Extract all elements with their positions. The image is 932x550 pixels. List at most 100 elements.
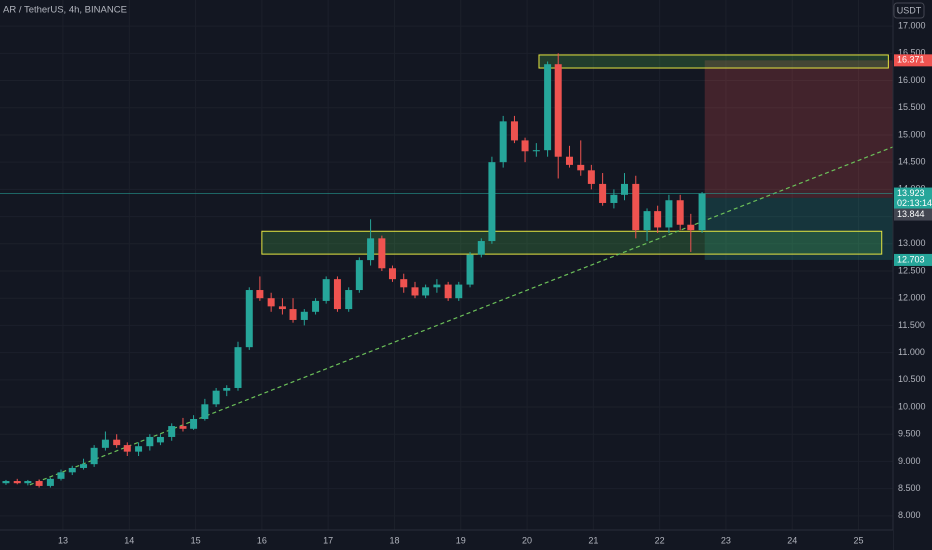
candle-body — [554, 64, 562, 157]
candle-body — [411, 287, 419, 296]
y-tick-label: 14.500 — [898, 157, 926, 167]
y-tick-label: 15.500 — [898, 102, 926, 112]
y-tick-label: 13.000 — [898, 238, 926, 248]
candle-body — [477, 241, 485, 255]
candle-body — [577, 164, 585, 171]
last-price-label-box — [894, 187, 932, 210]
x-tick-label: 23 — [721, 535, 731, 545]
candle-body — [113, 439, 121, 446]
candle-body — [433, 284, 441, 288]
y-tick-label: 17.000 — [898, 20, 926, 30]
candle-body — [35, 481, 43, 486]
y-tick-label: 16.000 — [898, 75, 926, 85]
x-tick-label: 14 — [124, 535, 134, 545]
candle-body — [101, 439, 109, 448]
x-tick-label: 13 — [58, 535, 68, 545]
currency-box[interactable] — [893, 2, 925, 19]
candle-body — [621, 183, 629, 195]
candle-body — [654, 211, 662, 228]
stop-price-label-box — [894, 54, 932, 67]
candle-body — [168, 426, 176, 437]
candle-body — [345, 290, 353, 310]
y-tick-label: 15.000 — [898, 129, 926, 139]
candle-body — [599, 183, 607, 203]
candle-body — [466, 254, 474, 285]
candle-body — [544, 64, 552, 151]
candle-body — [179, 426, 187, 429]
y-tick-label: 8.000 — [898, 510, 921, 520]
y-tick-label: 10.500 — [898, 374, 926, 384]
target-price-label: 12.703 — [897, 254, 925, 264]
candle-body — [146, 436, 154, 447]
candle-body — [532, 150, 540, 152]
candle-body — [135, 446, 143, 452]
y-tick-label: 11.500 — [898, 320, 925, 330]
y-tick-label: 12.000 — [898, 293, 926, 303]
x-tick-label: 15 — [191, 535, 201, 545]
candle-body — [278, 306, 286, 310]
candle-body — [367, 238, 375, 261]
candle-body — [587, 170, 595, 184]
y-tick-label: 9.000 — [898, 456, 921, 466]
x-tick-label: 16 — [257, 535, 267, 545]
x-tick-label: 21 — [588, 535, 598, 545]
candle-body — [68, 467, 76, 473]
candle-body — [565, 156, 573, 165]
candle-body — [2, 481, 10, 484]
countdown-label: 02:13:14 — [897, 198, 932, 208]
candle-body — [521, 140, 529, 152]
candle-body — [643, 211, 651, 231]
candle-body — [676, 200, 684, 225]
price-axis-panel — [893, 0, 932, 550]
candle-body — [267, 298, 275, 307]
candle-body — [90, 447, 98, 465]
candle-body — [245, 290, 253, 348]
entry-price-label: 13.844 — [897, 209, 925, 219]
candle-body — [300, 311, 308, 320]
candle-body — [13, 481, 21, 484]
x-tick-label: 19 — [456, 535, 466, 545]
candle-body — [333, 279, 341, 310]
y-tick-label: 16.500 — [898, 48, 926, 58]
x-tick-label: 24 — [787, 535, 797, 545]
x-tick-label: 20 — [522, 535, 532, 545]
entry-price-label-box — [894, 208, 932, 221]
candle-body — [388, 268, 396, 280]
candle-body — [400, 279, 408, 288]
candle-body — [632, 183, 640, 231]
stop-price-label: 16.371 — [897, 55, 925, 65]
candle-body — [312, 300, 320, 312]
candle-body — [687, 224, 695, 231]
last-price-label: 13.923 — [897, 188, 925, 198]
chart-title: AR / TetherUS, 4h, BINANCE — [3, 5, 127, 16]
candle-body — [256, 290, 264, 299]
candle-body — [422, 287, 430, 296]
candle-body — [322, 279, 330, 301]
candle-body — [80, 464, 88, 468]
stop-loss-area — [704, 60, 893, 198]
candle-body — [289, 309, 297, 320]
candle-body — [223, 387, 231, 391]
currency-label: USDT — [897, 5, 922, 15]
candle-body — [234, 347, 242, 388]
y-tick-label: 8.500 — [898, 483, 921, 493]
candle-body — [499, 121, 507, 163]
zone — [538, 54, 889, 69]
candle-body — [190, 418, 198, 429]
x-tick-label: 22 — [655, 535, 665, 545]
x-tick-label: 25 — [854, 535, 864, 545]
candle-body — [444, 284, 452, 299]
y-tick-label: 10.000 — [898, 401, 926, 411]
x-tick-label: 18 — [389, 535, 399, 545]
candle-body — [665, 200, 673, 228]
y-tick-label: 12.500 — [898, 265, 926, 275]
candle-body — [455, 284, 463, 299]
candle-body — [46, 478, 54, 486]
candle-body — [24, 481, 32, 484]
candle-body — [510, 121, 518, 141]
candle-body — [378, 238, 386, 269]
candle-body — [212, 390, 220, 405]
candle-body — [156, 436, 164, 443]
y-tick-label: 9.500 — [898, 429, 921, 439]
